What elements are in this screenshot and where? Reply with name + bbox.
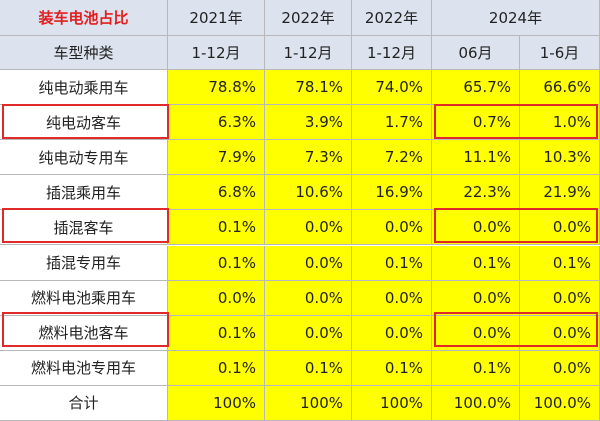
table-cell: 1-12月 xyxy=(352,36,432,70)
table-cell: 0.0% xyxy=(432,315,520,351)
table-cell: 合计 xyxy=(0,385,168,421)
table-cell: 0.1% xyxy=(432,245,520,281)
table-cell: 车型种类 xyxy=(0,36,168,70)
table-cell: 100.0% xyxy=(432,385,520,421)
table-cell: 燃料电池乘用车 xyxy=(0,280,168,316)
table-cell: 1-12月 xyxy=(265,36,352,70)
highlight-box xyxy=(434,312,598,347)
table-cell: 0.1% xyxy=(352,350,432,386)
table-cell: 10.6% xyxy=(265,175,352,211)
table-cell: 0.0% xyxy=(265,315,352,351)
table-cell: 0.7% xyxy=(432,105,520,141)
table-cell: 6.3% xyxy=(168,105,265,141)
table-cell: 0.1% xyxy=(265,350,352,386)
table-cell: 7.9% xyxy=(168,140,265,176)
table-cell: 燃料电池专用车 xyxy=(0,350,168,386)
table-cell: 0.0% xyxy=(352,210,432,246)
table-cell: 1-6月 xyxy=(520,36,600,70)
table-cell: 装车电池占比 xyxy=(0,0,168,36)
table-cell: 3.9% xyxy=(265,105,352,141)
table-cell: 纯电动乘用车 xyxy=(0,70,168,106)
table-cell: 0.0% xyxy=(520,280,600,316)
table-cell: 0.0% xyxy=(520,210,600,246)
table-cell: 纯电动专用车 xyxy=(0,140,168,176)
table-cell: 插混专用车 xyxy=(0,245,168,281)
table-cell: 0.0% xyxy=(265,280,352,316)
table-cell: 22.3% xyxy=(432,175,520,211)
table-cell: 0.0% xyxy=(265,245,352,281)
table-cell: 0.0% xyxy=(168,280,265,316)
table-cell: 10.3% xyxy=(520,140,600,176)
table-cell: 78.8% xyxy=(168,70,265,106)
table-cell: 2024年 xyxy=(432,0,600,36)
table-cell: 0.0% xyxy=(520,315,600,351)
table-cell: 2022年 xyxy=(265,0,352,36)
table-cell: 0.0% xyxy=(432,280,520,316)
table-cell: 6.8% xyxy=(168,175,265,211)
table-cell: 100% xyxy=(168,385,265,421)
table-cell: 66.6% xyxy=(520,70,600,106)
table-cell: 100% xyxy=(265,385,352,421)
table-cell: 65.7% xyxy=(432,70,520,106)
table-cell: 11.1% xyxy=(432,140,520,176)
highlight-box xyxy=(2,208,169,243)
table-cell: 1.0% xyxy=(520,105,600,141)
table-cell: 7.2% xyxy=(352,140,432,176)
table-cell: 0.0% xyxy=(520,350,600,386)
table-cell: 0.1% xyxy=(352,245,432,281)
table-cell: 0.0% xyxy=(265,210,352,246)
table-cell: 0.1% xyxy=(168,245,265,281)
table-cell: 插混乘用车 xyxy=(0,175,168,211)
highlight-box xyxy=(2,104,169,139)
table-cell: 0.1% xyxy=(168,315,265,351)
highlight-box xyxy=(2,312,169,347)
highlight-box xyxy=(434,104,598,139)
table-cell: 7.3% xyxy=(265,140,352,176)
table-cell: 1.7% xyxy=(352,105,432,141)
table-cell: 0.1% xyxy=(432,350,520,386)
highlight-box xyxy=(434,208,598,243)
table-cell: 100.0% xyxy=(520,385,600,421)
table-cell: 2021年 xyxy=(168,0,265,36)
table-cell: 0.0% xyxy=(352,315,432,351)
table-cell: 2022年 xyxy=(352,0,432,36)
table-cell: 74.0% xyxy=(352,70,432,106)
table-cell: 1-12月 xyxy=(168,36,265,70)
table-cell: 0.1% xyxy=(168,350,265,386)
table-cell: 0.0% xyxy=(352,280,432,316)
table-cell: 0.1% xyxy=(168,210,265,246)
table-cell: 78.1% xyxy=(265,70,352,106)
table-cell: 0.1% xyxy=(520,245,600,281)
table-cell: 21.9% xyxy=(520,175,600,211)
table-cell: 100% xyxy=(352,385,432,421)
table-cell: 06月 xyxy=(432,36,520,70)
table-cell: 0.0% xyxy=(432,210,520,246)
table-cell: 16.9% xyxy=(352,175,432,211)
